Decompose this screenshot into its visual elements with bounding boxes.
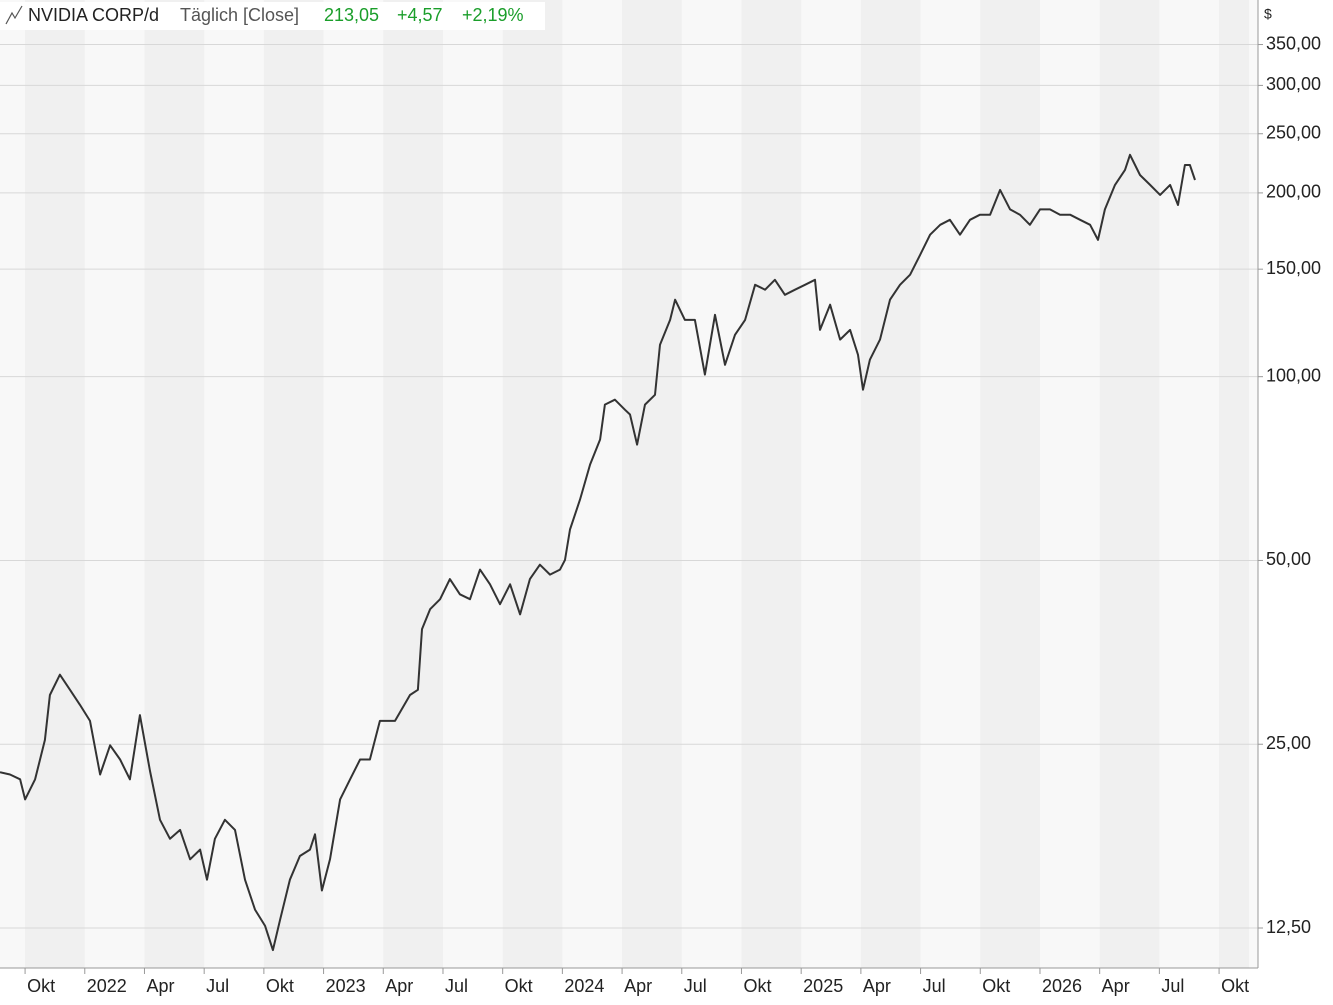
band: [1219, 0, 1250, 968]
y-tick-label: 50,00: [1266, 549, 1311, 569]
last-close: 213,05: [324, 5, 379, 25]
band: [502, 0, 563, 968]
band: [1099, 0, 1160, 968]
x-tick-label: Jul: [923, 976, 946, 996]
x-tick-label: Apr: [146, 976, 174, 996]
y-tick-label: 250,00: [1266, 122, 1321, 142]
x-tick-label: Jul: [684, 976, 707, 996]
grid: [0, 44, 1263, 974]
y-tick-label: 12,50: [1266, 917, 1311, 937]
y-tick-label: 100,00: [1266, 365, 1321, 385]
header-background: [0, 2, 545, 30]
band: [860, 0, 921, 968]
y-tick-label: 25,00: [1266, 733, 1311, 753]
band: [144, 0, 205, 968]
y-tick-label: 350,00: [1266, 33, 1321, 53]
x-tick-label: Apr: [385, 976, 413, 996]
band: [980, 0, 1040, 968]
x-tick-label: Jul: [445, 976, 468, 996]
x-tick-label: 2024: [564, 976, 604, 996]
x-tick-label: 2026: [1042, 976, 1082, 996]
price-line: [0, 153, 1196, 952]
x-tick-label: Okt: [743, 976, 771, 996]
y-tick-label: 300,00: [1266, 74, 1321, 94]
x-tick-label: 2023: [326, 976, 366, 996]
band: [263, 0, 324, 968]
x-tick-label: Okt: [982, 976, 1010, 996]
x-tick-label: Apr: [1102, 976, 1130, 996]
band: [383, 0, 443, 968]
line-icon: [5, 5, 23, 25]
x-tick-label: Jul: [1161, 976, 1184, 996]
chart-title: NVIDIA CORP/d: [28, 5, 159, 25]
y-tick-label: 150,00: [1266, 258, 1321, 278]
x-tick-label: 2025: [803, 976, 843, 996]
x-tick-label: Okt: [505, 976, 533, 996]
x-tick-label: Apr: [624, 976, 652, 996]
x-tick-label: 2022: [87, 976, 127, 996]
x-tick-label: Okt: [27, 976, 55, 996]
change-percent: +2,19%: [462, 5, 524, 25]
y-unit: $: [1264, 6, 1272, 22]
y-tick-label: 200,00: [1266, 182, 1321, 202]
band: [25, 0, 85, 968]
x-tick-label: Jul: [206, 976, 229, 996]
band: [622, 0, 682, 968]
x-tick-label: Okt: [266, 976, 294, 996]
change: +4,57: [397, 5, 443, 25]
x-tick-label: Apr: [863, 976, 891, 996]
bands: [25, 0, 1250, 968]
x-tick-label: Okt: [1221, 976, 1249, 996]
band: [741, 0, 802, 968]
chart-subtitle: Täglich [Close]: [180, 5, 299, 25]
marks: [0, 153, 1196, 952]
